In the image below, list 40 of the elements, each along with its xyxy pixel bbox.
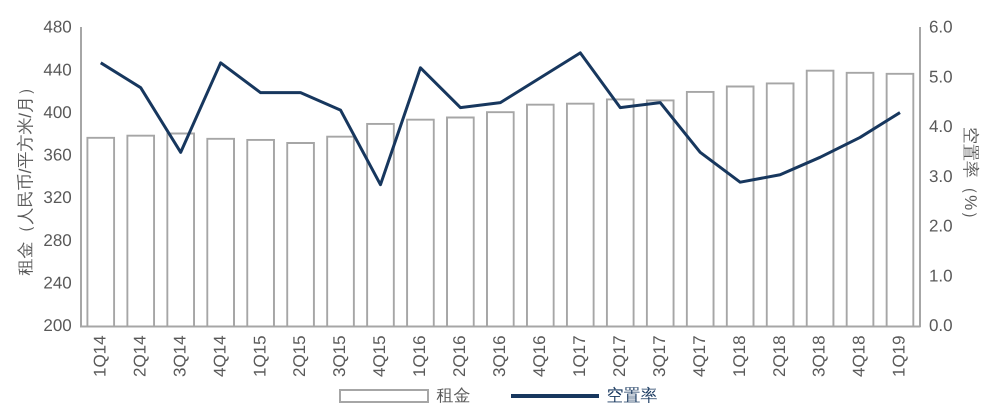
series-label: 租金 [436, 385, 470, 407]
y-tick-label: 280 [43, 230, 72, 250]
x-tick-label: 4Q15 [370, 335, 390, 378]
x-tick-label: 1Q16 [410, 335, 430, 378]
x-tick-label: 4Q14 [210, 335, 230, 378]
y-tick-label: 360 [43, 146, 72, 165]
y2-axis-title: 空置率（%） [961, 127, 980, 228]
y2-tick-label: 4.0 [928, 117, 953, 136]
x-tick-label: 4Q16 [530, 335, 550, 378]
y-tick-label: 440 [43, 60, 72, 80]
y-tick-label: 480 [43, 18, 72, 37]
x-tick-label: 2Q17 [610, 335, 629, 378]
y2-tick-label: 5.0 [928, 67, 953, 86]
x-tick-label: 4Q17 [690, 335, 709, 378]
y2-tick-label: 2.0 [928, 216, 953, 236]
y2-tick-label: 6.0 [928, 18, 953, 37]
x-tick-label: 4Q18 [850, 335, 869, 378]
y-axis-title: 租金（人民币/平方米/月） [16, 78, 35, 276]
text: 空置率 [606, 385, 658, 407]
x-tick-label: 2Q14 [130, 335, 150, 378]
x-tick-label: 3Q14 [170, 335, 190, 378]
x-tick-label: 1Q15 [250, 335, 270, 378]
y-tick-label: 240 [43, 273, 72, 292]
x-tick-label: 1Q19 [890, 335, 909, 378]
y2-tick-label: 0.0 [928, 316, 953, 336]
x-tick-label: 3Q18 [810, 335, 829, 378]
x-tick-label: 2Q15 [290, 335, 310, 378]
x-tick-label: 1Q14 [90, 335, 110, 378]
x-tick-label: 1Q17 [570, 335, 589, 378]
x-tick-label: 3Q15 [330, 335, 350, 378]
y-tick-label: 320 [43, 188, 72, 208]
y-tick-label: 400 [43, 102, 72, 122]
y-tick-label: 200 [43, 316, 72, 336]
y2-tick-label: 3.0 [928, 166, 953, 186]
x-tick-label: 2Q18 [770, 335, 789, 378]
y2-tick-label: 1.0 [928, 266, 953, 286]
x-tick-label: 3Q17 [650, 335, 669, 378]
x-tick-label: 1Q18 [730, 335, 749, 378]
x-tick-label: 2Q16 [450, 335, 470, 378]
x-tick-label: 3Q16 [490, 335, 510, 378]
